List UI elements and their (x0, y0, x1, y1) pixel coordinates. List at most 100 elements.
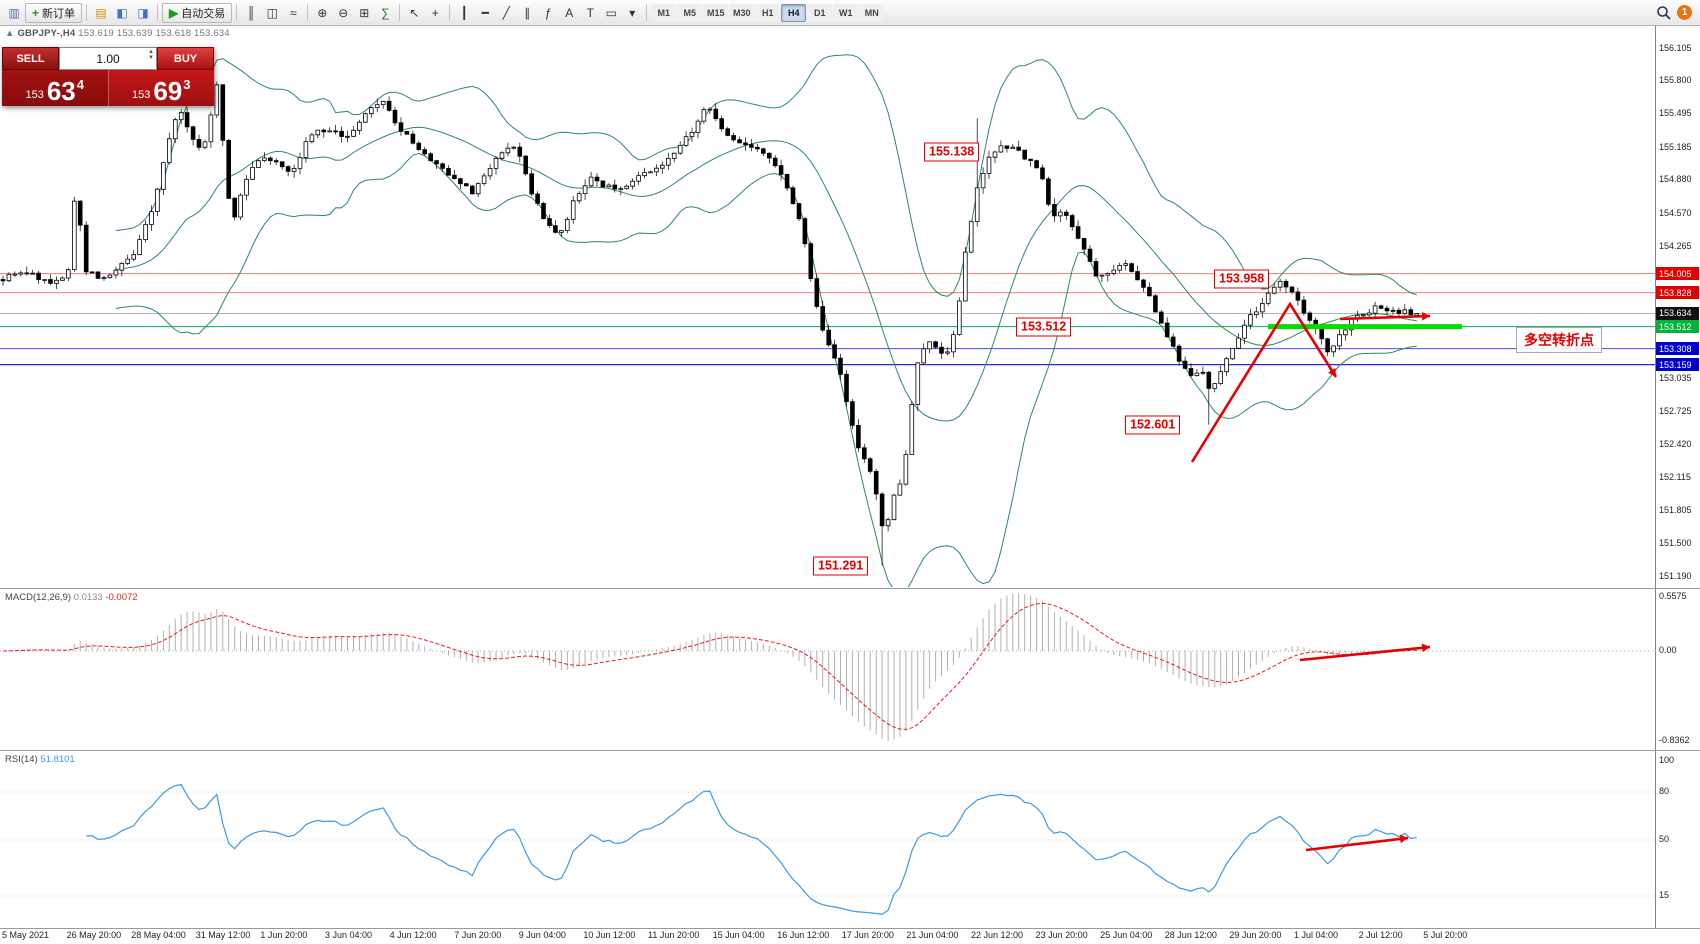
price-up-down-zigzag-arrow[interactable] (1190, 301, 1338, 463)
time-axis-label: 25 Jun 04:00 (1100, 930, 1153, 940)
macd-panel-title: MACD(12,26,9) 0.0133 -0.0072 (5, 592, 138, 603)
plus-icon: + (32, 5, 40, 20)
price-callout-152.601[interactable]: 152.601 (1125, 415, 1181, 435)
candlestick-type-icon[interactable]: ◫ (266, 5, 278, 20)
fibonacci-icon[interactable]: ƒ (544, 5, 552, 20)
new-order-label: 新订单 (42, 7, 76, 20)
macd-main-value: 0.0133 (73, 592, 103, 603)
horizontal-line-icon[interactable]: ━ (481, 5, 489, 20)
bar-close: 153.634 (194, 28, 230, 39)
buy-button[interactable]: BUY (157, 47, 214, 70)
toolbar-separator (307, 4, 309, 21)
bearish-candles (0, 84, 1414, 527)
label-icon[interactable]: T (586, 5, 594, 20)
volume-stepper[interactable]: ▲ ▼ (148, 49, 154, 61)
turning-point-note[interactable]: 多空转折点 (1516, 327, 1602, 353)
volume-input[interactable]: 1.00 ▲ ▼ (59, 47, 157, 70)
buy-price-big: 69 (153, 76, 183, 106)
time-axis-label: 1 Jun 20:00 (260, 930, 308, 940)
timeframe-button-m15[interactable]: M15 (703, 3, 729, 22)
price-highlight-153.308: 153.308 (1656, 342, 1699, 356)
cursor-icon[interactable]: ↖ (409, 5, 420, 20)
time-axis-label: 11 Jun 20:00 (648, 930, 700, 940)
time-axis-label: 31 May 12:00 (195, 930, 251, 940)
macd-histogram (8, 593, 1418, 741)
timeframe-button-h1[interactable]: H1 (755, 3, 781, 22)
rsi-axis-15: 15 (1659, 890, 1670, 900)
notification-badge[interactable]: 1 (1677, 5, 1692, 20)
arrows-dropdown-icon[interactable]: ▾ (629, 5, 636, 20)
bar-low: 153.618 (155, 28, 192, 39)
macd-forecast-right-arrow[interactable] (1299, 645, 1431, 662)
crosshair-icon[interactable]: + (431, 5, 439, 20)
symbol-info-bar: ▲ GBPJPY-,H4 153.619 153.639 153.618 153… (5, 28, 230, 39)
time-axis-label: 2 Jul 12:00 (1358, 930, 1403, 940)
toolbar-separator (449, 4, 451, 21)
autotrading-button[interactable]: ▶ 自动交易 (162, 2, 233, 23)
price-tick-152.420: 152.420 (1659, 439, 1692, 450)
zoom-in-icon[interactable]: ⊕ (317, 5, 328, 20)
rsi-forecast-right-arrow-head (1399, 834, 1408, 844)
candle-wicks (2, 81, 1418, 566)
charts-popup-icon[interactable]: ▤ (95, 5, 107, 20)
macd-axis-max: 0.5575 (1659, 591, 1687, 601)
indicators-icon[interactable]: ∑ (380, 5, 390, 20)
rsi-forecast-right-arrow[interactable] (1305, 836, 1409, 852)
trendline-icon[interactable]: ╱ (502, 5, 510, 20)
chart-window-icon[interactable]: ▥ (8, 5, 20, 20)
timeframe-button-m5[interactable]: M5 (677, 3, 703, 22)
price-tick-154.570: 154.570 (1659, 207, 1692, 218)
bar-chart-type-icon[interactable]: ║ (246, 5, 256, 20)
price-tick-155.495: 155.495 (1659, 108, 1692, 119)
macd-rsi-splitter[interactable] (0, 750, 1700, 751)
main-macd-splitter[interactable] (0, 588, 1700, 589)
search-icon[interactable] (1656, 5, 1672, 21)
buy-price-panel[interactable]: 153 69 3 (108, 70, 214, 106)
price-callout-153.958[interactable]: 153.958 (1214, 269, 1270, 289)
bullish-candles (6, 84, 1419, 527)
bollinger-lower-band (115, 152, 1417, 587)
shapes-icon[interactable]: ▭ (605, 5, 617, 20)
channel-icon[interactable]: ∥ (524, 5, 531, 20)
timeframe-button-m1[interactable]: M1 (651, 3, 677, 22)
line-chart-type-icon[interactable]: ≈ (289, 5, 297, 20)
macd-label: MACD(12,26,9) (5, 592, 71, 603)
new-order-button[interactable]: + 新订单 (25, 2, 83, 23)
navigator-icon[interactable]: ◨ (137, 5, 149, 20)
price-callout-153.512[interactable]: 153.512 (1016, 317, 1072, 337)
stepper-up-icon[interactable]: ▲ (148, 49, 154, 55)
price-callout-155.138[interactable]: 155.138 (924, 142, 980, 162)
timeframe-button-w1[interactable]: W1 (833, 3, 859, 22)
symbol-marker-icon: ▲ (5, 28, 15, 39)
rsi-axis-100: 100 (1659, 755, 1675, 765)
zoom-out-icon[interactable]: ⊖ (338, 5, 349, 20)
sell-price-panel[interactable]: 153 63 4 (2, 70, 109, 106)
price-axis-border (1655, 26, 1656, 928)
time-axis-label: 23 Jun 20:00 (1035, 930, 1088, 940)
timeframe-button-h4[interactable]: H4 (781, 3, 807, 22)
timeframe-button-d1[interactable]: D1 (807, 3, 833, 22)
stepper-down-icon[interactable]: ▼ (148, 55, 154, 61)
text-icon[interactable]: A (565, 5, 574, 20)
vertical-line-icon[interactable]: ┃ (460, 5, 468, 20)
timeframe-button-m30[interactable]: M30 (729, 3, 755, 22)
time-axis-label: 10 Jun 12:00 (583, 930, 636, 940)
bar-open: 153.619 (78, 28, 115, 39)
time-axis-label: 26 May 20:00 (66, 930, 122, 940)
toolbar: ▥ + 新订单 ▤ ◧ ◨ ▶ 自动交易 ║ ◫ ≈ ⊕ ⊖ ⊞ ∑ ↖ + ┃ ━ ╱ ∥ ƒ A T ▭ ▾ M1 M5 M15 M3… (0, 0, 1700, 26)
autotrading-label: 自动交易 (181, 7, 226, 20)
price-tick-151.500: 151.500 (1659, 538, 1692, 549)
timeframe-button-mn[interactable]: MN (859, 3, 885, 22)
price-forecast-right-arrow[interactable] (1339, 314, 1431, 321)
price-tick-154.265: 154.265 (1659, 240, 1692, 251)
price-callout-151.291[interactable]: 151.291 (813, 556, 869, 576)
sell-button[interactable]: SELL (2, 47, 59, 70)
macd-forecast-right-arrow-head (1421, 643, 1430, 653)
rsi-axis-80: 80 (1659, 786, 1670, 796)
market-watch-icon[interactable]: ◧ (116, 5, 128, 20)
time-axis-label: 3 Jun 04:00 (325, 930, 373, 940)
time-axis-label: 1 Jul 04:00 (1294, 930, 1339, 940)
tile-windows-icon[interactable]: ⊞ (359, 5, 370, 20)
